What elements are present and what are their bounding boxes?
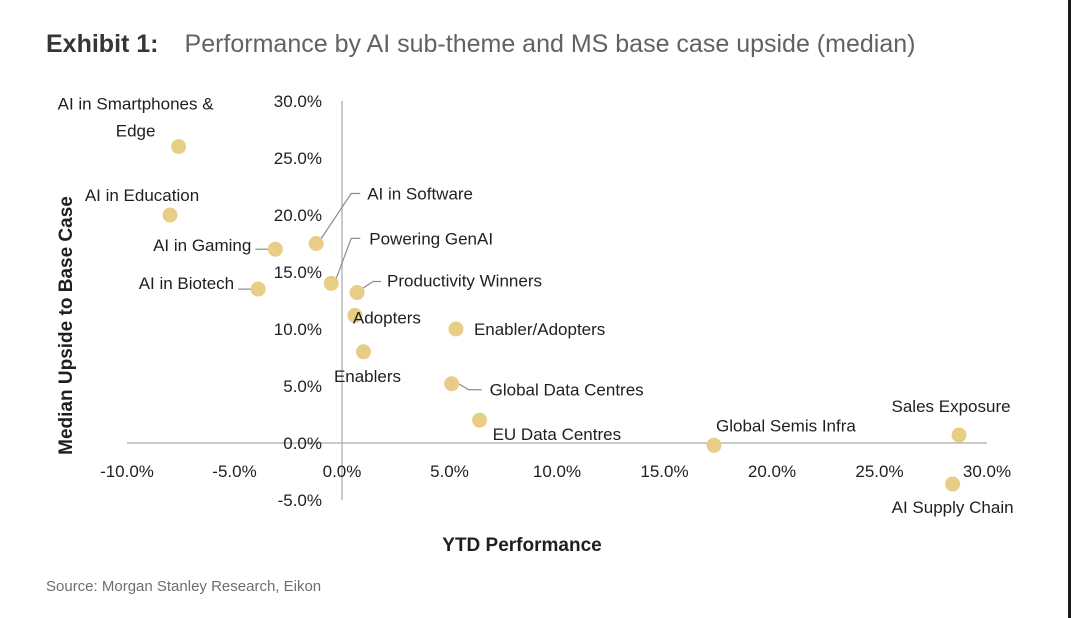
scatter-point — [267, 241, 283, 257]
scatter-point — [162, 207, 178, 223]
scatter-point — [356, 344, 371, 360]
scatter-point — [171, 139, 187, 155]
point-label: Global Data Centres — [490, 381, 644, 400]
x-tick-label: 15.0% — [640, 462, 688, 481]
point-label: Powering GenAI — [369, 229, 493, 248]
point-label: Enablers — [334, 367, 401, 386]
scatter-point — [951, 427, 967, 443]
point-label: AI in Biotech — [139, 274, 234, 293]
point-label: AI in Gaming — [153, 236, 251, 255]
x-tick-label: 5.0% — [430, 462, 469, 481]
scatter-point — [945, 476, 961, 492]
x-tick-label: 30.0% — [963, 462, 1011, 481]
y-tick-label: 10.0% — [274, 320, 322, 339]
scatter-point — [448, 321, 464, 337]
point-label: Adopters — [353, 308, 421, 327]
point-label: Sales Exposure — [892, 397, 1011, 416]
point-label: Edge — [116, 122, 156, 141]
scatter-point — [250, 281, 266, 297]
point-label: Productivity Winners — [387, 272, 542, 291]
point-label: AI in Smartphones & — [58, 95, 215, 114]
leader-line — [320, 192, 361, 239]
leader-line — [458, 383, 482, 391]
point-label: AI in Software — [367, 185, 473, 204]
scatter-point — [347, 307, 363, 323]
page-edge-rule — [1068, 0, 1071, 618]
point-label: EU Data Centres — [493, 425, 621, 444]
scatter-point — [308, 236, 324, 251]
y-tick-label: 5.0% — [283, 377, 322, 396]
y-tick-label: 25.0% — [274, 149, 322, 168]
x-tick-label: -5.0% — [212, 462, 256, 481]
leader-line — [360, 280, 382, 291]
x-tick-label: 0.0% — [323, 462, 362, 481]
x-tick-label: 25.0% — [855, 462, 903, 481]
exhibit-header: Exhibit 1: Performance by AI sub-theme an… — [46, 30, 915, 59]
x-axis-title: YTD Performance — [442, 535, 601, 556]
scatter-point — [706, 437, 722, 453]
scatter-point — [349, 285, 365, 301]
exhibit-label: Exhibit 1: — [46, 30, 159, 58]
leader-line — [335, 237, 361, 279]
source-note: Source: Morgan Stanley Research, Eikon — [46, 578, 322, 595]
scatter-point — [472, 412, 488, 428]
chart-title: Performance by AI sub-theme and MS base … — [184, 30, 916, 58]
point-label: AI in Education — [85, 186, 199, 205]
point-label: AI Supply Chain — [892, 498, 1014, 517]
point-label: Global Semis Infra — [716, 416, 856, 435]
y-tick-label: 30.0% — [274, 92, 322, 111]
y-tick-label: 0.0% — [283, 434, 322, 453]
y-axis-title: Median Upside to Base Case — [56, 196, 77, 455]
x-tick-label: -10.0% — [100, 462, 154, 481]
scatter-point — [323, 275, 339, 291]
y-tick-label: 15.0% — [274, 263, 322, 282]
y-tick-label: 20.0% — [274, 206, 322, 225]
x-tick-label: 20.0% — [748, 462, 796, 481]
point-label: Enabler/Adopters — [474, 320, 605, 339]
x-tick-label: 10.0% — [533, 462, 581, 481]
y-tick-label: -5.0% — [278, 491, 322, 510]
scatter-point — [444, 376, 460, 392]
